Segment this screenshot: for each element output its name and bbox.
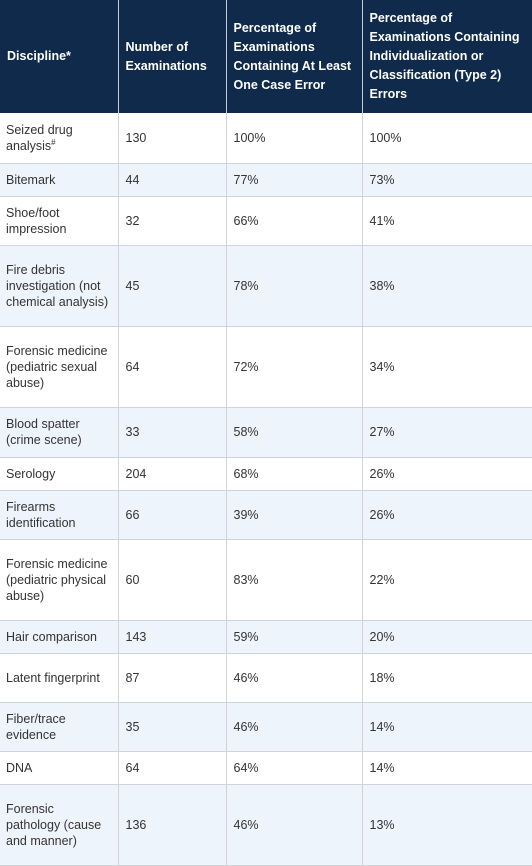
table-header: Discipline* Number of Examinations Perce… [0, 0, 532, 113]
cell-number-of-examinations: 64 [118, 751, 227, 785]
cell-type2-error: 27% [362, 407, 532, 458]
cell-discipline: Seized drug analysis# [0, 113, 119, 164]
header-number-of-examinations: Number of Examinations [118, 0, 227, 113]
discipline-label: Hair comparison [6, 629, 98, 644]
table-row: Seized drug analysis# 130 100% 100% [0, 113, 532, 164]
cell-discipline: Shoe/foot impression [0, 196, 119, 246]
cell-number-of-examinations: 35 [118, 702, 227, 752]
cell-any-case-error: 46% [226, 653, 363, 703]
cell-type2-error: 20% [362, 620, 532, 654]
cell-any-case-error: 46% [226, 702, 363, 752]
cell-any-case-error: 46% [226, 784, 363, 866]
discipline-label: Forensic medicine (pediatric physical ab… [6, 556, 108, 603]
table-row: Latent fingerprint 87 46% 18% [0, 653, 532, 703]
discipline-label: Bitemark [6, 172, 56, 187]
table-row: Shoe/foot impression 32 66% 41% [0, 196, 532, 246]
table-row: Forensic pathology (cause and manner) 136… [0, 784, 532, 866]
cell-discipline: DNA [0, 751, 119, 785]
cell-type2-error: 13% [362, 784, 532, 866]
cell-discipline: Firearms identification [0, 490, 119, 540]
discipline-label: Fire debris investigation (not chemical … [6, 262, 109, 309]
header-any-case-error: Percentage of Examinations Containing At… [226, 0, 363, 113]
footnote-marker: # [51, 137, 56, 147]
cell-any-case-error: 68% [226, 457, 363, 491]
cell-any-case-error: 64% [226, 751, 363, 785]
cell-discipline: Fire debris investigation (not chemical … [0, 245, 119, 327]
discipline-label: Seized drug analysis [6, 122, 73, 153]
cell-discipline: Serology [0, 457, 119, 491]
cell-any-case-error: 100% [226, 113, 363, 164]
cell-discipline: Forensic medicine (pediatric physical ab… [0, 539, 119, 621]
table-row: Hair comparison 143 59% 20% [0, 620, 532, 654]
header-discipline: Discipline* [0, 0, 119, 113]
cell-number-of-examinations: 44 [118, 163, 227, 197]
cell-type2-error: 73% [362, 163, 532, 197]
cell-discipline: Hair comparison [0, 620, 119, 654]
table-row: Bitemark 44 77% 73% [0, 163, 532, 197]
table-row: Forensic medicine (pediatric sexual abus… [0, 326, 532, 408]
discipline-label: Forensic pathology (cause and manner) [6, 801, 102, 848]
table-row: Blood spatter (crime scene) 33 58% 27% [0, 407, 532, 458]
cell-number-of-examinations: 204 [118, 457, 227, 491]
cell-type2-error: 26% [362, 490, 532, 540]
cell-number-of-examinations: 64 [118, 326, 227, 408]
cell-discipline: Blood spatter (crime scene) [0, 407, 119, 458]
cell-discipline: Forensic pathology (cause and manner) [0, 784, 119, 866]
cell-number-of-examinations: 60 [118, 539, 227, 621]
cell-any-case-error: 59% [226, 620, 363, 654]
cell-number-of-examinations: 87 [118, 653, 227, 703]
header-row: Discipline* Number of Examinations Perce… [0, 0, 532, 113]
discipline-label: Blood spatter (crime scene) [6, 417, 82, 447]
table-body: Seized drug analysis# 130 100% 100% Bitemark… [0, 113, 532, 866]
cell-number-of-examinations: 143 [118, 620, 227, 654]
cell-any-case-error: 78% [226, 245, 363, 327]
cell-type2-error: 22% [362, 539, 532, 621]
cell-number-of-examinations: 45 [118, 245, 227, 327]
cell-any-case-error: 39% [226, 490, 363, 540]
table-row: Forensic medicine (pediatric physical ab… [0, 539, 532, 621]
table-row: Firearms identification 66 39% 26% [0, 490, 532, 540]
cell-number-of-examinations: 66 [118, 490, 227, 540]
cell-type2-error: 18% [362, 653, 532, 703]
cell-any-case-error: 77% [226, 163, 363, 197]
table-row: Serology 204 68% 26% [0, 457, 532, 491]
discipline-label: DNA [6, 760, 33, 775]
cell-type2-error: 38% [362, 245, 532, 327]
cell-type2-error: 41% [362, 196, 532, 246]
cell-discipline: Latent fingerprint [0, 653, 119, 703]
cell-number-of-examinations: 130 [118, 113, 227, 164]
cell-any-case-error: 83% [226, 539, 363, 621]
cell-discipline: Forensic medicine (pediatric sexual abus… [0, 326, 119, 408]
cell-any-case-error: 66% [226, 196, 363, 246]
cell-any-case-error: 72% [226, 326, 363, 408]
cell-number-of-examinations: 33 [118, 407, 227, 458]
cell-type2-error: 26% [362, 457, 532, 491]
table-row: Fire debris investigation (not chemical … [0, 245, 532, 327]
discipline-label: Firearms identification [6, 499, 76, 530]
discipline-label: Forensic medicine (pediatric sexual abus… [6, 343, 108, 390]
cell-type2-error: 100% [362, 113, 532, 164]
header-type2-error: Percentage of Examinations Containing In… [362, 0, 532, 113]
table-row: Fiber/trace evidence 35 46% 14% [0, 702, 532, 752]
discipline-label: Latent fingerprint [6, 670, 100, 685]
cell-discipline: Bitemark [0, 163, 119, 197]
cell-number-of-examinations: 32 [118, 196, 227, 246]
cell-type2-error: 34% [362, 326, 532, 408]
cell-type2-error: 14% [362, 751, 532, 785]
cell-type2-error: 14% [362, 702, 532, 752]
discipline-label: Fiber/trace evidence [6, 711, 66, 742]
table-row: DNA 64 64% 14% [0, 751, 532, 785]
cell-any-case-error: 58% [226, 407, 363, 458]
discipline-label: Shoe/foot impression [6, 205, 67, 236]
discipline-label: Serology [6, 466, 56, 481]
cell-number-of-examinations: 136 [118, 784, 227, 866]
cell-discipline: Fiber/trace evidence [0, 702, 119, 752]
